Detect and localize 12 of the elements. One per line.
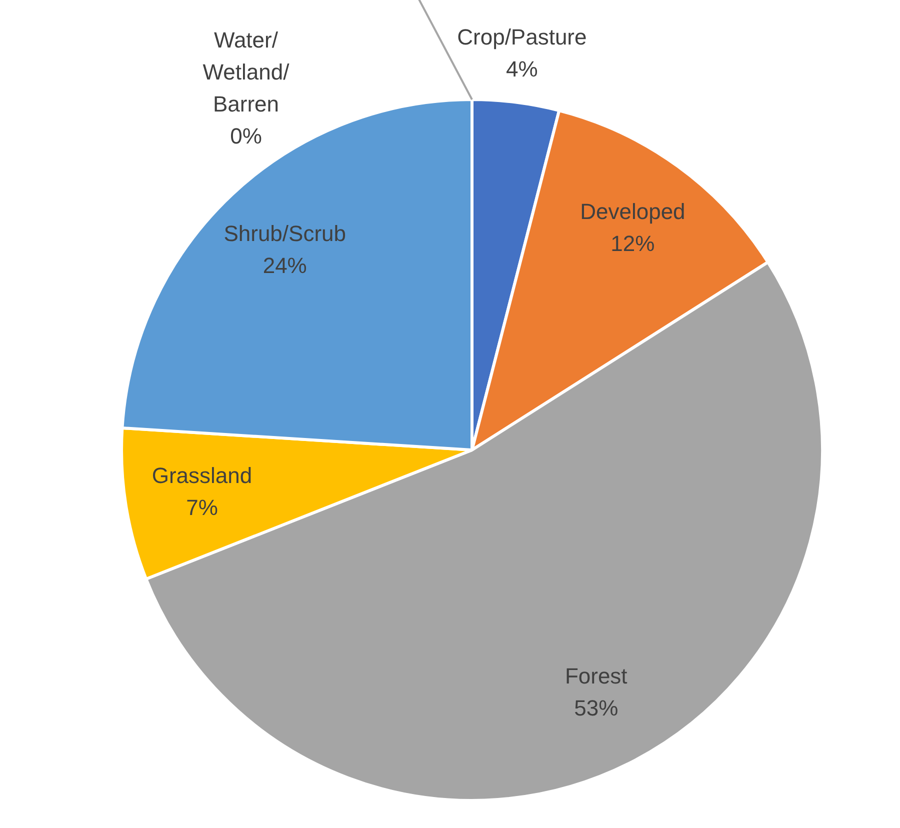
- slice-label: Shrub/Scrub: [224, 220, 346, 246]
- slice-label: Developed: [580, 198, 686, 224]
- data-label: 4%: [506, 56, 538, 82]
- data-label: 24%: [262, 252, 307, 278]
- data-label: 7%: [186, 494, 218, 520]
- data-label: 12%: [610, 230, 655, 256]
- category-label: Water/Wetland/Barren: [202, 28, 290, 117]
- text: 0%: [230, 124, 262, 149]
- slice-label: Crop/Pasture: [457, 24, 587, 50]
- data-label: 53%: [574, 696, 618, 721]
- slice-label: Grassland: [152, 462, 252, 488]
- slice-label: Forest: [564, 664, 628, 689]
